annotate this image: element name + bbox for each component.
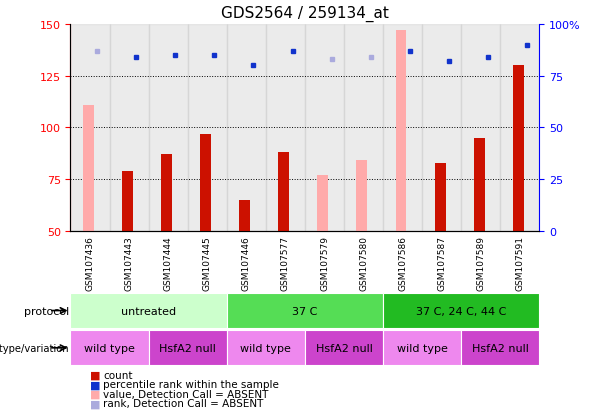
Text: protocol: protocol (24, 306, 69, 316)
Bar (110, 25, 149, 231)
Bar (149, 330, 227, 366)
Text: GSM107436: GSM107436 (86, 236, 94, 291)
Text: GSM107446: GSM107446 (242, 236, 251, 290)
Text: ■: ■ (89, 380, 101, 389)
Title: GDS2564 / 259134_at: GDS2564 / 259134_at (221, 6, 389, 22)
Text: untreated: untreated (121, 306, 176, 316)
Bar (435, 163, 446, 231)
Text: GSM107580: GSM107580 (359, 236, 368, 291)
Text: GSM107579: GSM107579 (320, 236, 329, 291)
Bar (383, 330, 462, 366)
Bar (513, 66, 524, 231)
Bar (161, 155, 172, 231)
Text: ■: ■ (89, 370, 101, 380)
Text: 37 C, 24 C, 44 C: 37 C, 24 C, 44 C (416, 306, 506, 316)
Bar (227, 293, 383, 328)
Bar (278, 153, 289, 231)
Text: GSM107444: GSM107444 (164, 236, 173, 290)
Bar (318, 176, 329, 231)
Bar (266, 25, 305, 231)
Text: GSM107587: GSM107587 (437, 236, 446, 291)
Bar (83, 105, 94, 231)
Text: GSM107445: GSM107445 (203, 236, 211, 290)
Text: 37 C: 37 C (292, 306, 318, 316)
Bar (149, 25, 188, 231)
Text: value, Detection Call = ABSENT: value, Detection Call = ABSENT (103, 389, 268, 399)
Bar (344, 25, 383, 231)
Text: genotype/variation: genotype/variation (0, 343, 69, 353)
Text: ■: ■ (89, 399, 101, 408)
Text: wild type: wild type (84, 343, 135, 353)
Bar (383, 25, 422, 231)
Bar (70, 330, 149, 366)
Bar (227, 330, 305, 366)
Bar (474, 138, 485, 231)
Text: GSM107443: GSM107443 (124, 236, 134, 290)
Bar (188, 25, 227, 231)
Text: GSM107577: GSM107577 (281, 236, 290, 291)
Text: ■: ■ (89, 389, 101, 399)
Bar (227, 25, 266, 231)
Text: GSM107591: GSM107591 (516, 236, 524, 291)
Bar (122, 171, 133, 231)
Text: count: count (103, 370, 132, 380)
Text: HsfA2 null: HsfA2 null (159, 343, 216, 353)
Bar (422, 25, 462, 231)
Bar (383, 293, 539, 328)
Bar (500, 25, 539, 231)
Text: GSM107589: GSM107589 (476, 236, 485, 291)
Bar (305, 330, 383, 366)
Bar (395, 31, 406, 231)
Text: GSM107586: GSM107586 (398, 236, 407, 291)
Text: wild type: wild type (397, 343, 447, 353)
Text: rank, Detection Call = ABSENT: rank, Detection Call = ABSENT (103, 399, 264, 408)
Bar (70, 293, 227, 328)
Bar (239, 200, 250, 231)
Bar (200, 134, 211, 231)
Text: HsfA2 null: HsfA2 null (472, 343, 529, 353)
Bar (462, 25, 500, 231)
Text: percentile rank within the sample: percentile rank within the sample (103, 380, 279, 389)
Bar (70, 25, 110, 231)
Bar (357, 161, 367, 231)
Text: wild type: wild type (240, 343, 291, 353)
Text: HsfA2 null: HsfA2 null (316, 343, 373, 353)
Bar (305, 25, 344, 231)
Bar (462, 330, 539, 366)
